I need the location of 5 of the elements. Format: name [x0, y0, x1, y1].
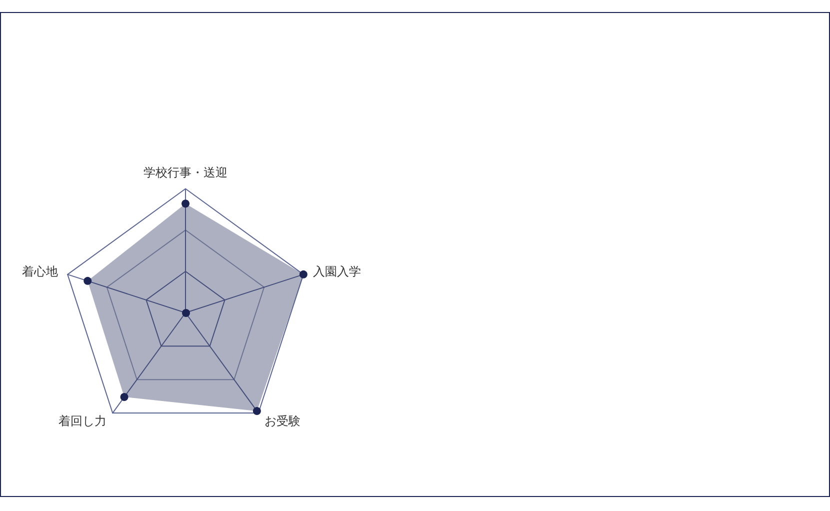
spoke-label: 入園入学	[312, 264, 361, 278]
spoke-label: 着回し力	[58, 414, 107, 428]
spoke-label: 着心地	[22, 264, 58, 278]
spoke-label: 学校行事・送迎	[144, 166, 228, 180]
spoke-label: お受験	[264, 414, 300, 428]
